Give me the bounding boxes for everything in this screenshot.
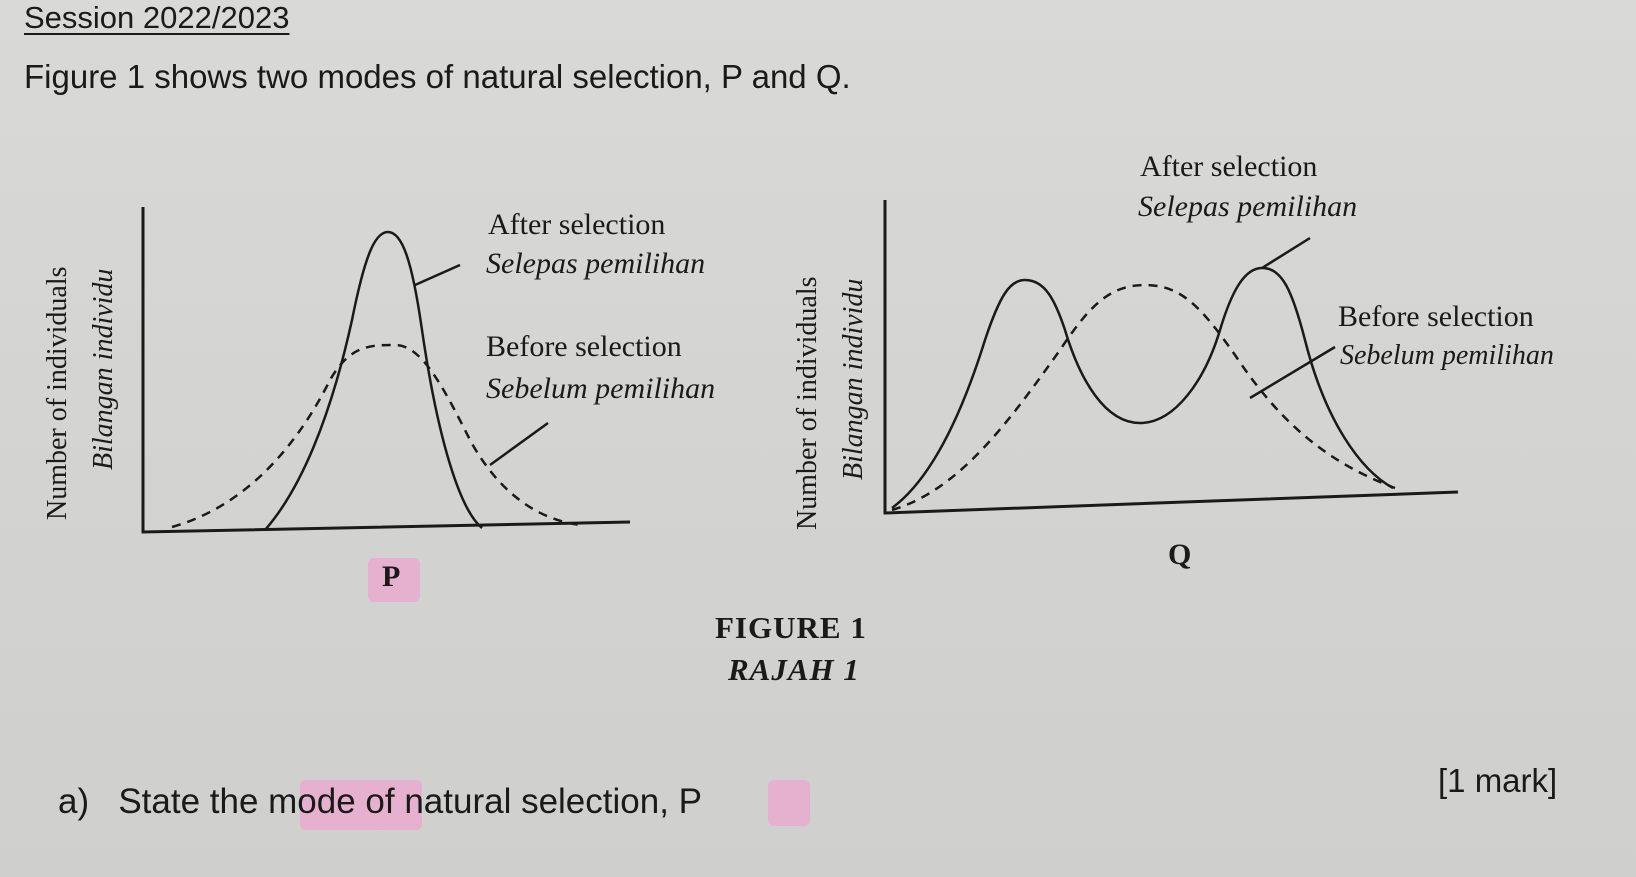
graph-p-before-leader	[489, 421, 549, 467]
question-a: a) State the mode of natural selection, …	[58, 782, 702, 822]
graph-p-letter: P	[382, 560, 401, 593]
graph-p-after-label-ms: Selepas pemilihan	[486, 247, 706, 280]
graph-p-after-curve	[264, 230, 483, 531]
graph-p-before-label-en: Before selection	[486, 330, 682, 363]
question-marks: [1 mark]	[1438, 762, 1558, 799]
graph-p-before-label-ms: Sebelum pemilihan	[486, 372, 716, 405]
graph-p-before-curve	[171, 343, 581, 529]
graph-q-letter: Q	[1168, 538, 1192, 571]
graph-p-ylabel-en: Number of individuals	[42, 266, 73, 520]
graph-q-after-label-ms: Selepas pemilihan	[1138, 190, 1358, 223]
graph-p-after-label-en: After selection	[488, 208, 666, 241]
graph-q-after-curve	[891, 266, 1394, 510]
graph-q-ylabel-en: Number of individuals	[792, 276, 823, 530]
question-text: State the mode of natural selection, P	[118, 782, 702, 821]
graph-q-axes	[883, 200, 1459, 515]
graph-q-before-leader	[1249, 345, 1336, 400]
graph-q-after-label-en: After selection	[1140, 150, 1318, 183]
figure-intro-text: Figure 1 shows two modes of natural sele…	[24, 58, 851, 95]
graph-p-after-leader	[414, 263, 461, 287]
graph-q-ylabel-ms: Bilangan individu	[838, 278, 869, 480]
graph-q-before-label-ms: Sebelum pemilihan	[1340, 340, 1554, 371]
graph-p-letter-highlight	[368, 558, 420, 602]
question-p-highlight	[768, 780, 810, 826]
graph-q-before-label-en: Before selection	[1338, 300, 1534, 333]
graph-q-before-curve	[891, 283, 1396, 512]
question-mode-highlight	[300, 780, 422, 830]
question-part-label: a)	[58, 782, 90, 821]
figure-title-en: FIGURE 1	[715, 610, 867, 645]
graph-p-ylabel-ms: Bilangan individu	[88, 268, 119, 470]
graph-q-after-leader	[1261, 236, 1311, 270]
graph-p-axes	[141, 207, 631, 534]
session-heading: Session 2022/2023	[24, 0, 290, 35]
figure-title-ms: RAJAH 1	[728, 652, 860, 687]
